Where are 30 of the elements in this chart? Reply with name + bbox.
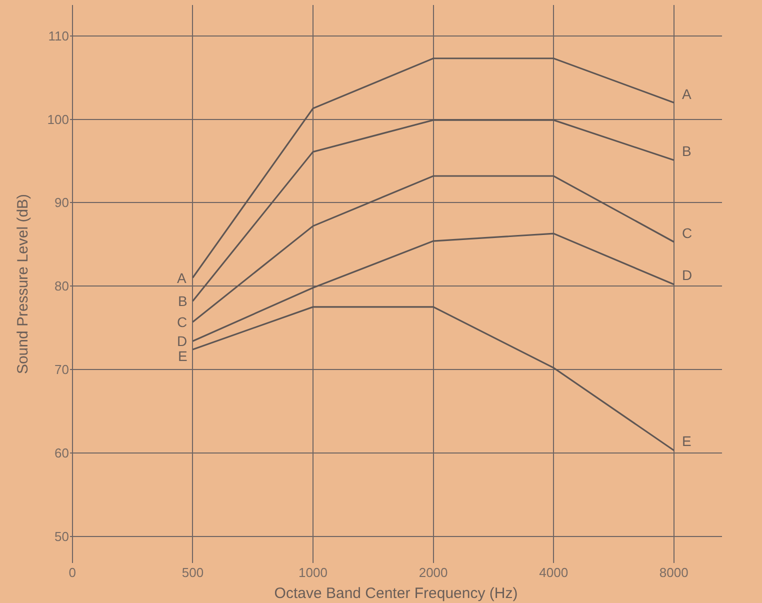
y-tick-label: 80	[54, 278, 69, 294]
line-series	[192, 232, 675, 342]
series-label: D	[177, 333, 188, 349]
y-tick-label: 70	[54, 362, 69, 378]
y-tick-label: 90	[54, 195, 69, 210]
text: C	[682, 225, 692, 241]
series-label: A	[177, 270, 187, 286]
y-tick-label: 60	[54, 445, 69, 460]
y-tick-label: 50	[54, 528, 69, 544]
line-series	[192, 306, 675, 452]
x-tick-label: 4000	[539, 565, 568, 580]
line-series	[192, 58, 675, 279]
line-series	[192, 119, 675, 302]
text: E	[682, 433, 692, 449]
series-label: E	[178, 348, 188, 364]
x-axis-title: Octave Band Center Frequency (Hz)	[274, 585, 518, 602]
y-axis-title: Sound Pressure Level (dB)	[14, 194, 32, 374]
y-tick-label: 110	[48, 28, 69, 44]
x-tick-label: 1000	[298, 565, 328, 580]
x-tick-label: 2000	[418, 565, 448, 580]
series-label: C	[177, 314, 188, 330]
line-series	[192, 175, 675, 323]
y-tick-label: 100	[47, 112, 69, 127]
text: D	[682, 267, 692, 283]
x-tick-label: 8000	[659, 565, 688, 580]
text: A	[682, 86, 692, 102]
x-tick-label: 0	[68, 565, 76, 580]
series-label: B	[178, 293, 188, 309]
text: B	[682, 143, 692, 159]
x-tick-label: 500	[182, 565, 204, 580]
